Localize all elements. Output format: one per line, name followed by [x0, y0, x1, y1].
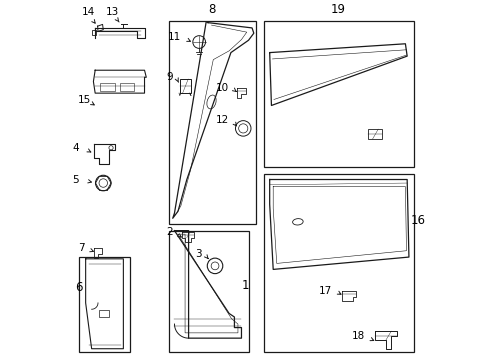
Bar — [265, 174, 414, 352]
Text: 5: 5 — [73, 175, 79, 185]
Text: 2: 2 — [166, 228, 173, 237]
Text: 4: 4 — [73, 143, 79, 153]
Bar — [98, 310, 109, 317]
Bar — [100, 82, 115, 91]
Bar — [92, 30, 96, 35]
Text: 9: 9 — [167, 72, 173, 82]
Bar — [368, 129, 383, 139]
Bar — [169, 21, 256, 224]
Bar — [265, 21, 414, 167]
Bar — [169, 231, 248, 352]
Text: 8: 8 — [208, 3, 215, 15]
Text: 16: 16 — [410, 214, 425, 227]
Text: 18: 18 — [352, 332, 365, 341]
Bar — [79, 257, 130, 352]
Text: 6: 6 — [75, 281, 82, 294]
Bar — [180, 79, 191, 93]
Text: 10: 10 — [216, 83, 229, 93]
Text: 12: 12 — [216, 114, 229, 125]
Text: 19: 19 — [331, 3, 346, 15]
Text: 1: 1 — [242, 279, 249, 292]
Text: 7: 7 — [77, 243, 84, 253]
Text: 14: 14 — [81, 6, 95, 17]
Text: 13: 13 — [106, 6, 120, 17]
Text: 17: 17 — [319, 285, 332, 296]
Text: 15: 15 — [77, 95, 91, 105]
Text: 3: 3 — [196, 248, 202, 258]
Text: 11: 11 — [168, 32, 181, 42]
Bar — [120, 82, 134, 91]
